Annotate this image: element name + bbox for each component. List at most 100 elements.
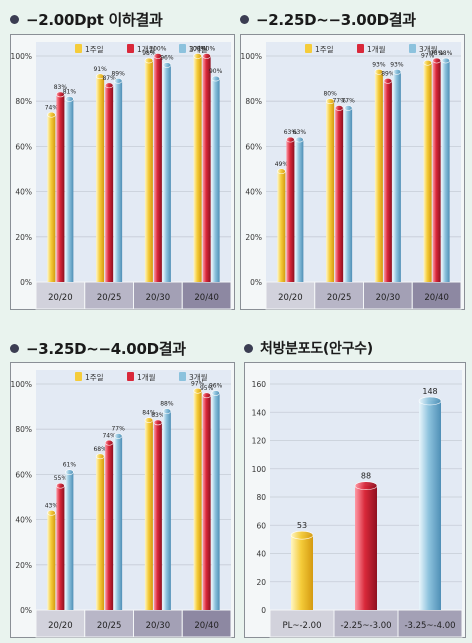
y-tick-label: 0 [261, 606, 266, 615]
x-tick-label: 20/25 [327, 293, 352, 303]
bullet-icon [244, 343, 253, 353]
bar [202, 56, 211, 282]
legend-swatch [409, 44, 416, 53]
category-band [84, 609, 134, 638]
bar [193, 56, 202, 282]
bar [392, 71, 401, 282]
x-tick-label: 20/30 [146, 293, 171, 303]
bar-cap [383, 78, 393, 84]
bar-cap [153, 419, 163, 426]
bullet-icon [10, 14, 19, 24]
data-label: 49% [275, 161, 289, 168]
data-label: 89% [381, 70, 395, 77]
x-tick-label: -2.25~-3.00 [340, 621, 391, 631]
bar [56, 485, 65, 610]
bar-cap [144, 57, 154, 64]
y-tick-label: 80 [256, 493, 266, 502]
x-tick-label: -3.25~-4.00 [404, 621, 455, 631]
bar [374, 71, 383, 282]
bar-chart-2: 0% 20% 40% 60% 80% 100% 20/20 20/25 20/30 20/40 1주… [240, 34, 465, 310]
bar [105, 85, 114, 282]
bar [277, 171, 286, 282]
chart-title-2: −2.25D~−3.00D결과 [240, 8, 416, 30]
legend-swatch [75, 372, 82, 381]
bar [291, 535, 313, 610]
y-tick-label: 20% [15, 233, 32, 242]
bar [286, 139, 295, 282]
legend-label: 1개월 [367, 44, 386, 54]
bar [96, 456, 105, 610]
bar-cap [56, 482, 65, 489]
bar-cap [325, 98, 335, 104]
data-label: 83% [151, 412, 165, 419]
legend-label: 3개월 [189, 372, 208, 382]
plot-area [36, 42, 231, 282]
y-tick-label: 20% [245, 233, 262, 242]
category-band [181, 281, 232, 310]
data-label: 84% [142, 410, 156, 417]
category-band [411, 281, 462, 310]
data-label: 89% [111, 70, 125, 77]
bar [144, 60, 153, 282]
x-tick-label: 20/20 [48, 621, 73, 631]
category-band [363, 281, 413, 310]
data-label: 43% [45, 502, 59, 509]
data-label: 74% [45, 104, 59, 111]
y-tick-label: 160 [252, 380, 267, 389]
legend-label: 3개월 [189, 44, 208, 54]
y-tick-label: 100% [11, 380, 32, 389]
x-tick-label: 20/20 [48, 293, 73, 303]
y-tick-label: 80% [15, 425, 32, 434]
category-band [265, 281, 316, 310]
chart-title-1: −2.00Dpt 이하결과 [10, 8, 163, 30]
legend-swatch [75, 44, 82, 53]
bar-cap [211, 75, 220, 82]
data-label: 80% [323, 91, 337, 98]
category-band [397, 609, 463, 638]
data-label: 63% [284, 129, 298, 136]
legend-swatch [127, 44, 134, 53]
bar-cap [162, 62, 172, 68]
data-label: 77% [341, 97, 355, 104]
data-label: 77% [332, 97, 346, 104]
bar [355, 485, 377, 610]
data-label: 96% [209, 383, 223, 390]
legend-label: 1개월 [137, 44, 156, 54]
bar [326, 101, 335, 282]
bar [56, 94, 65, 282]
bar-cap [193, 53, 202, 59]
data-label: 83% [54, 84, 68, 91]
y-tick-label: 40 [256, 550, 266, 559]
bar [153, 56, 162, 282]
bar-chart-4: 0 20 40 60 80 100 120 140 160 PL~-2.00 -2.25~-3.00… [244, 362, 466, 638]
bar [105, 442, 114, 610]
bar-cap [202, 53, 211, 59]
bar-cap [144, 417, 154, 423]
data-label: 53 [297, 521, 307, 530]
y-tick-label: 80% [15, 97, 32, 106]
bar-cap [423, 59, 432, 66]
data-label: 93% [390, 61, 404, 68]
bar-cap [334, 105, 344, 111]
data-label: 100% [149, 46, 166, 53]
x-tick-label: 20/40 [194, 621, 219, 631]
y-tick-label: 80% [245, 97, 262, 106]
bar-cap [193, 387, 202, 394]
y-tick-label: 0% [250, 278, 262, 287]
legend-swatch [305, 44, 312, 53]
bullet-icon [240, 14, 249, 24]
bar-cap [47, 111, 56, 118]
bar-cap [418, 396, 442, 406]
bar [47, 512, 56, 610]
bar [114, 435, 123, 610]
data-label: 100% [198, 46, 215, 53]
legend-label: 3개월 [419, 44, 438, 54]
bar [153, 422, 162, 610]
legend-swatch [179, 44, 186, 53]
bar [295, 139, 304, 282]
x-tick-label: 20/30 [376, 293, 401, 303]
bar [162, 65, 171, 282]
x-tick-label: 20/40 [194, 293, 219, 303]
data-label: 74% [102, 432, 116, 439]
data-label: 77% [111, 425, 125, 432]
